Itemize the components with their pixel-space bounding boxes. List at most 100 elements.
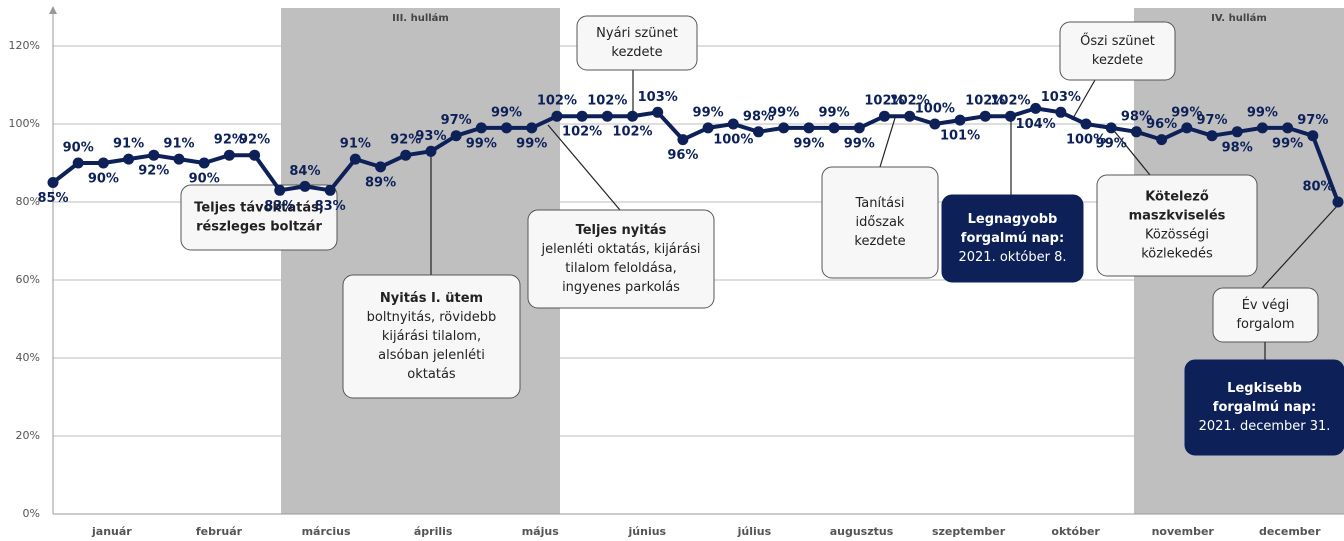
data-point (173, 153, 185, 165)
value-label: 99% (844, 136, 875, 151)
data-point (929, 118, 941, 130)
value-label: 89% (365, 175, 396, 190)
data-point (97, 157, 109, 169)
month-label: március (302, 525, 351, 538)
data-point (1004, 110, 1016, 122)
value-label: 96% (1146, 117, 1177, 132)
value-label: 98% (1121, 109, 1152, 124)
annotation-body: tilalom feloldása, (565, 261, 677, 276)
value-label: 103% (638, 90, 678, 105)
value-label: 83% (315, 199, 346, 214)
value-label: 84% (289, 164, 320, 179)
data-point (123, 153, 135, 165)
wave-band (281, 8, 560, 514)
value-label: 83% (264, 199, 295, 214)
data-point (853, 122, 865, 134)
data-point (1332, 196, 1344, 208)
data-point (803, 122, 815, 134)
y-tick-label: 100% (9, 117, 40, 130)
data-point (904, 110, 916, 122)
annotation-heading: részleges boltzár (196, 220, 322, 235)
value-label: 99% (793, 136, 824, 151)
value-label: 99% (819, 105, 850, 120)
data-point (1156, 134, 1168, 146)
annotation-body: jelenléti oktatás, kijárási (541, 242, 701, 257)
month-label: június (628, 525, 667, 538)
value-label: 91% (113, 137, 144, 152)
value-label: 99% (466, 136, 497, 151)
annotation-heading: forgalmú nap: (961, 231, 1064, 246)
value-label: 100% (713, 133, 753, 148)
value-label: 102% (587, 94, 627, 109)
annotation-connector (1071, 79, 1096, 121)
data-point (198, 157, 210, 169)
annotation-body: Év végi (1242, 297, 1290, 313)
data-point (349, 153, 361, 165)
annotation-body: kezdete (611, 45, 662, 60)
value-label: 96% (667, 148, 698, 163)
wave-label: IV. hullám (1211, 12, 1267, 24)
annotation-body: kezdete (854, 234, 905, 249)
value-label: 91% (163, 137, 194, 152)
value-label: 102% (990, 94, 1030, 109)
annotation-body: kezdete (1092, 53, 1143, 68)
month-label: február (196, 525, 243, 538)
data-point (526, 122, 538, 134)
data-point (1256, 122, 1268, 134)
month-label: május (522, 525, 559, 538)
value-label: 90% (189, 172, 220, 187)
annotation-body: kijárási tilalom, (382, 329, 481, 344)
value-label: 80% (1302, 180, 1333, 195)
value-label: 101% (940, 129, 980, 144)
data-point (400, 149, 412, 161)
data-point (702, 122, 714, 134)
data-point (274, 184, 286, 196)
value-label: 102% (864, 94, 904, 109)
value-label: 100% (1066, 133, 1106, 148)
data-point (727, 118, 739, 130)
value-label: 97% (1196, 113, 1227, 128)
data-point (979, 110, 991, 122)
value-label: 99% (1096, 136, 1127, 151)
annotation-body: 2021. október 8. (958, 250, 1066, 265)
value-label: 99% (1272, 136, 1303, 151)
data-point (778, 122, 790, 134)
data-point (324, 184, 336, 196)
data-point (501, 122, 513, 134)
data-point (1030, 102, 1042, 114)
value-label: 97% (1297, 113, 1328, 128)
data-point (627, 110, 639, 122)
month-label: szeptember (932, 525, 1006, 538)
y-tick-label: 120% (9, 39, 40, 52)
annotation-body: Közösségi (1145, 228, 1209, 243)
data-point (375, 161, 387, 173)
data-point (1181, 122, 1193, 134)
annotation-heading: Kötelező (1145, 190, 1209, 205)
data-point (601, 110, 613, 122)
annotation-heading: Teljes távoktatás, (194, 201, 324, 216)
annotation-connector (547, 124, 621, 211)
data-point (576, 110, 588, 122)
data-point (223, 149, 235, 161)
value-label: 99% (1171, 105, 1202, 120)
value-label: 99% (491, 105, 522, 120)
month-label: augusztus (830, 525, 894, 538)
annotation-heading: Nyitás I. ütem (380, 291, 483, 306)
annotation-connector (1114, 131, 1151, 176)
annotation-connector (879, 117, 896, 168)
data-point (1206, 130, 1218, 142)
annotation-heading: maszkviselés (1129, 209, 1226, 224)
value-label: 104% (1016, 117, 1056, 132)
data-point (954, 114, 966, 126)
annotation-body: időszak (856, 215, 905, 230)
data-point (1055, 106, 1067, 118)
annotation-body: közlekedés (1141, 247, 1213, 262)
annotation-body: forgalom (1236, 317, 1294, 332)
value-label: 100% (915, 102, 955, 117)
annotation-body: 2021. december 31. (1199, 419, 1331, 434)
value-label: 102% (890, 94, 930, 109)
value-label: 90% (88, 172, 119, 187)
month-label: december (1259, 525, 1321, 538)
month-label: október (1051, 525, 1100, 538)
